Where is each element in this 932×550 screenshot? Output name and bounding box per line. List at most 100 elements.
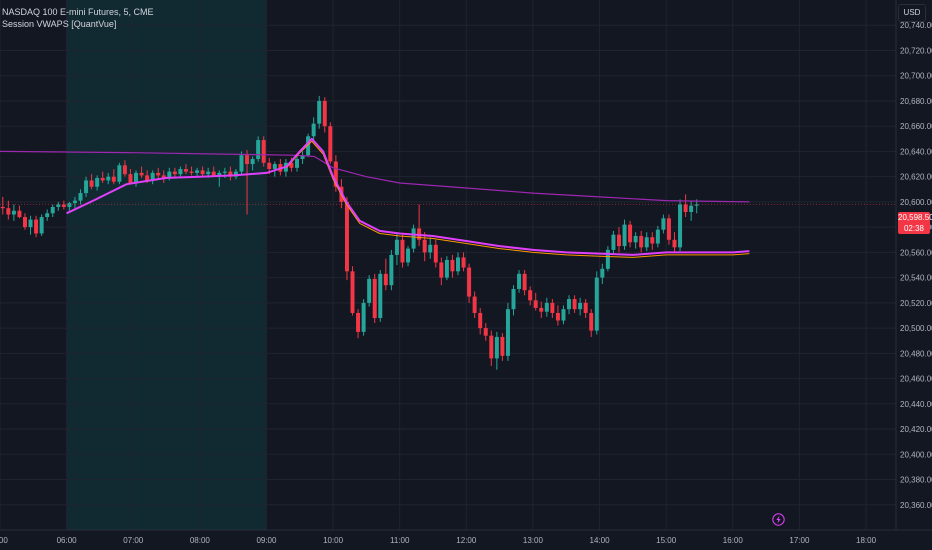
candle bbox=[628, 220, 633, 248]
candle bbox=[350, 266, 355, 316]
candle bbox=[611, 230, 616, 254]
candle-body bbox=[28, 219, 33, 228]
candle-body bbox=[594, 277, 599, 331]
price-tick-label: 20,620.00 bbox=[900, 173, 932, 182]
candle-body bbox=[533, 300, 538, 308]
candle bbox=[616, 227, 621, 253]
candle bbox=[150, 170, 155, 185]
candle bbox=[122, 160, 127, 177]
candle bbox=[394, 233, 399, 265]
candle-body bbox=[683, 204, 688, 212]
candle bbox=[111, 169, 116, 185]
candle-body bbox=[444, 259, 449, 278]
candle-body bbox=[678, 204, 683, 248]
candle bbox=[467, 263, 472, 303]
candle bbox=[161, 170, 166, 183]
lightning-bolt-icon[interactable] bbox=[772, 513, 785, 526]
candle bbox=[356, 309, 361, 339]
price-tick-label: 20,540.00 bbox=[900, 274, 932, 283]
price-tick-label: 20,520.00 bbox=[900, 299, 932, 308]
candle-body bbox=[72, 200, 77, 204]
candle-body bbox=[428, 244, 433, 253]
price-tick-label: 20,720.00 bbox=[900, 46, 932, 55]
candle bbox=[28, 215, 33, 235]
candle-body bbox=[494, 336, 499, 359]
candle-body bbox=[605, 249, 610, 269]
candle-body bbox=[567, 299, 572, 310]
candle bbox=[56, 201, 61, 211]
candle-body bbox=[505, 309, 510, 356]
candle bbox=[139, 166, 144, 178]
candle bbox=[211, 166, 216, 177]
candle-body bbox=[383, 273, 388, 286]
candle-body bbox=[344, 201, 349, 272]
candle-body bbox=[500, 336, 505, 356]
candle bbox=[683, 194, 688, 218]
candle-body bbox=[511, 288, 516, 310]
candle-body bbox=[11, 210, 16, 215]
candle bbox=[433, 239, 438, 268]
time-axis[interactable]: 5:00 06:00 07:00 08:00 09:00 10:00 11:00 12:00 1… bbox=[0, 536, 877, 545]
indicator-label[interactable]: Session VWAPS [QuantVue] bbox=[2, 19, 117, 29]
candle-body bbox=[306, 136, 311, 156]
candle bbox=[533, 292, 538, 311]
candle bbox=[84, 176, 89, 197]
candle bbox=[156, 167, 161, 180]
candle-body bbox=[478, 312, 483, 329]
candle-body bbox=[572, 299, 577, 310]
premarket-session-shade bbox=[66, 0, 267, 530]
last-price-value: 20,598.50 bbox=[898, 213, 932, 222]
candle-body bbox=[134, 172, 139, 183]
time-tick-label: 06:00 bbox=[57, 536, 78, 545]
candle bbox=[344, 196, 349, 281]
candle-body bbox=[211, 171, 216, 176]
candle-body bbox=[67, 203, 72, 207]
candle-body bbox=[328, 126, 333, 162]
candle bbox=[195, 167, 200, 177]
candle bbox=[272, 161, 277, 177]
candle bbox=[539, 301, 544, 318]
candle bbox=[117, 162, 122, 185]
candle bbox=[50, 204, 55, 218]
vwap-rth-line bbox=[66, 137, 750, 256]
candle-body bbox=[317, 100, 322, 124]
bar-countdown: 02:38 bbox=[903, 224, 925, 233]
candle-body bbox=[583, 302, 588, 313]
candle bbox=[233, 169, 238, 180]
candle-body bbox=[689, 205, 694, 212]
candle-body bbox=[600, 268, 605, 278]
candle bbox=[134, 170, 139, 187]
candle-body bbox=[611, 234, 616, 250]
candle-body bbox=[522, 273, 527, 291]
last-price-badge: 20,598.50 02:38 bbox=[898, 212, 932, 234]
candle bbox=[17, 205, 22, 219]
price-tick-label: 20,660.00 bbox=[900, 122, 932, 131]
candle-body bbox=[411, 228, 416, 249]
candle-body bbox=[300, 155, 305, 159]
candle-body bbox=[694, 204, 699, 206]
price-tick-label: 20,480.00 bbox=[900, 349, 932, 358]
currency-badge[interactable]: USD bbox=[898, 4, 926, 22]
candle-body bbox=[550, 302, 555, 313]
candle-body bbox=[289, 162, 294, 168]
candle bbox=[411, 224, 416, 253]
candle bbox=[450, 254, 455, 278]
candle bbox=[567, 295, 572, 315]
candle-body bbox=[367, 278, 372, 303]
candle-body bbox=[400, 239, 405, 263]
candle-body bbox=[239, 155, 244, 172]
candle bbox=[633, 232, 638, 249]
candle-body bbox=[233, 171, 238, 177]
candle bbox=[217, 170, 222, 187]
candle bbox=[39, 214, 44, 236]
candle bbox=[511, 285, 516, 316]
time-tick-label: 12:00 bbox=[456, 536, 477, 545]
candle-body bbox=[0, 206, 5, 209]
symbol-title[interactable]: NASDAQ 100 E-mini Futures, 5, CME bbox=[2, 7, 154, 17]
vwap-session-line bbox=[0, 150, 750, 203]
candle bbox=[650, 232, 655, 250]
candle bbox=[478, 307, 483, 335]
candle bbox=[644, 232, 649, 252]
candle-body bbox=[183, 169, 188, 172]
